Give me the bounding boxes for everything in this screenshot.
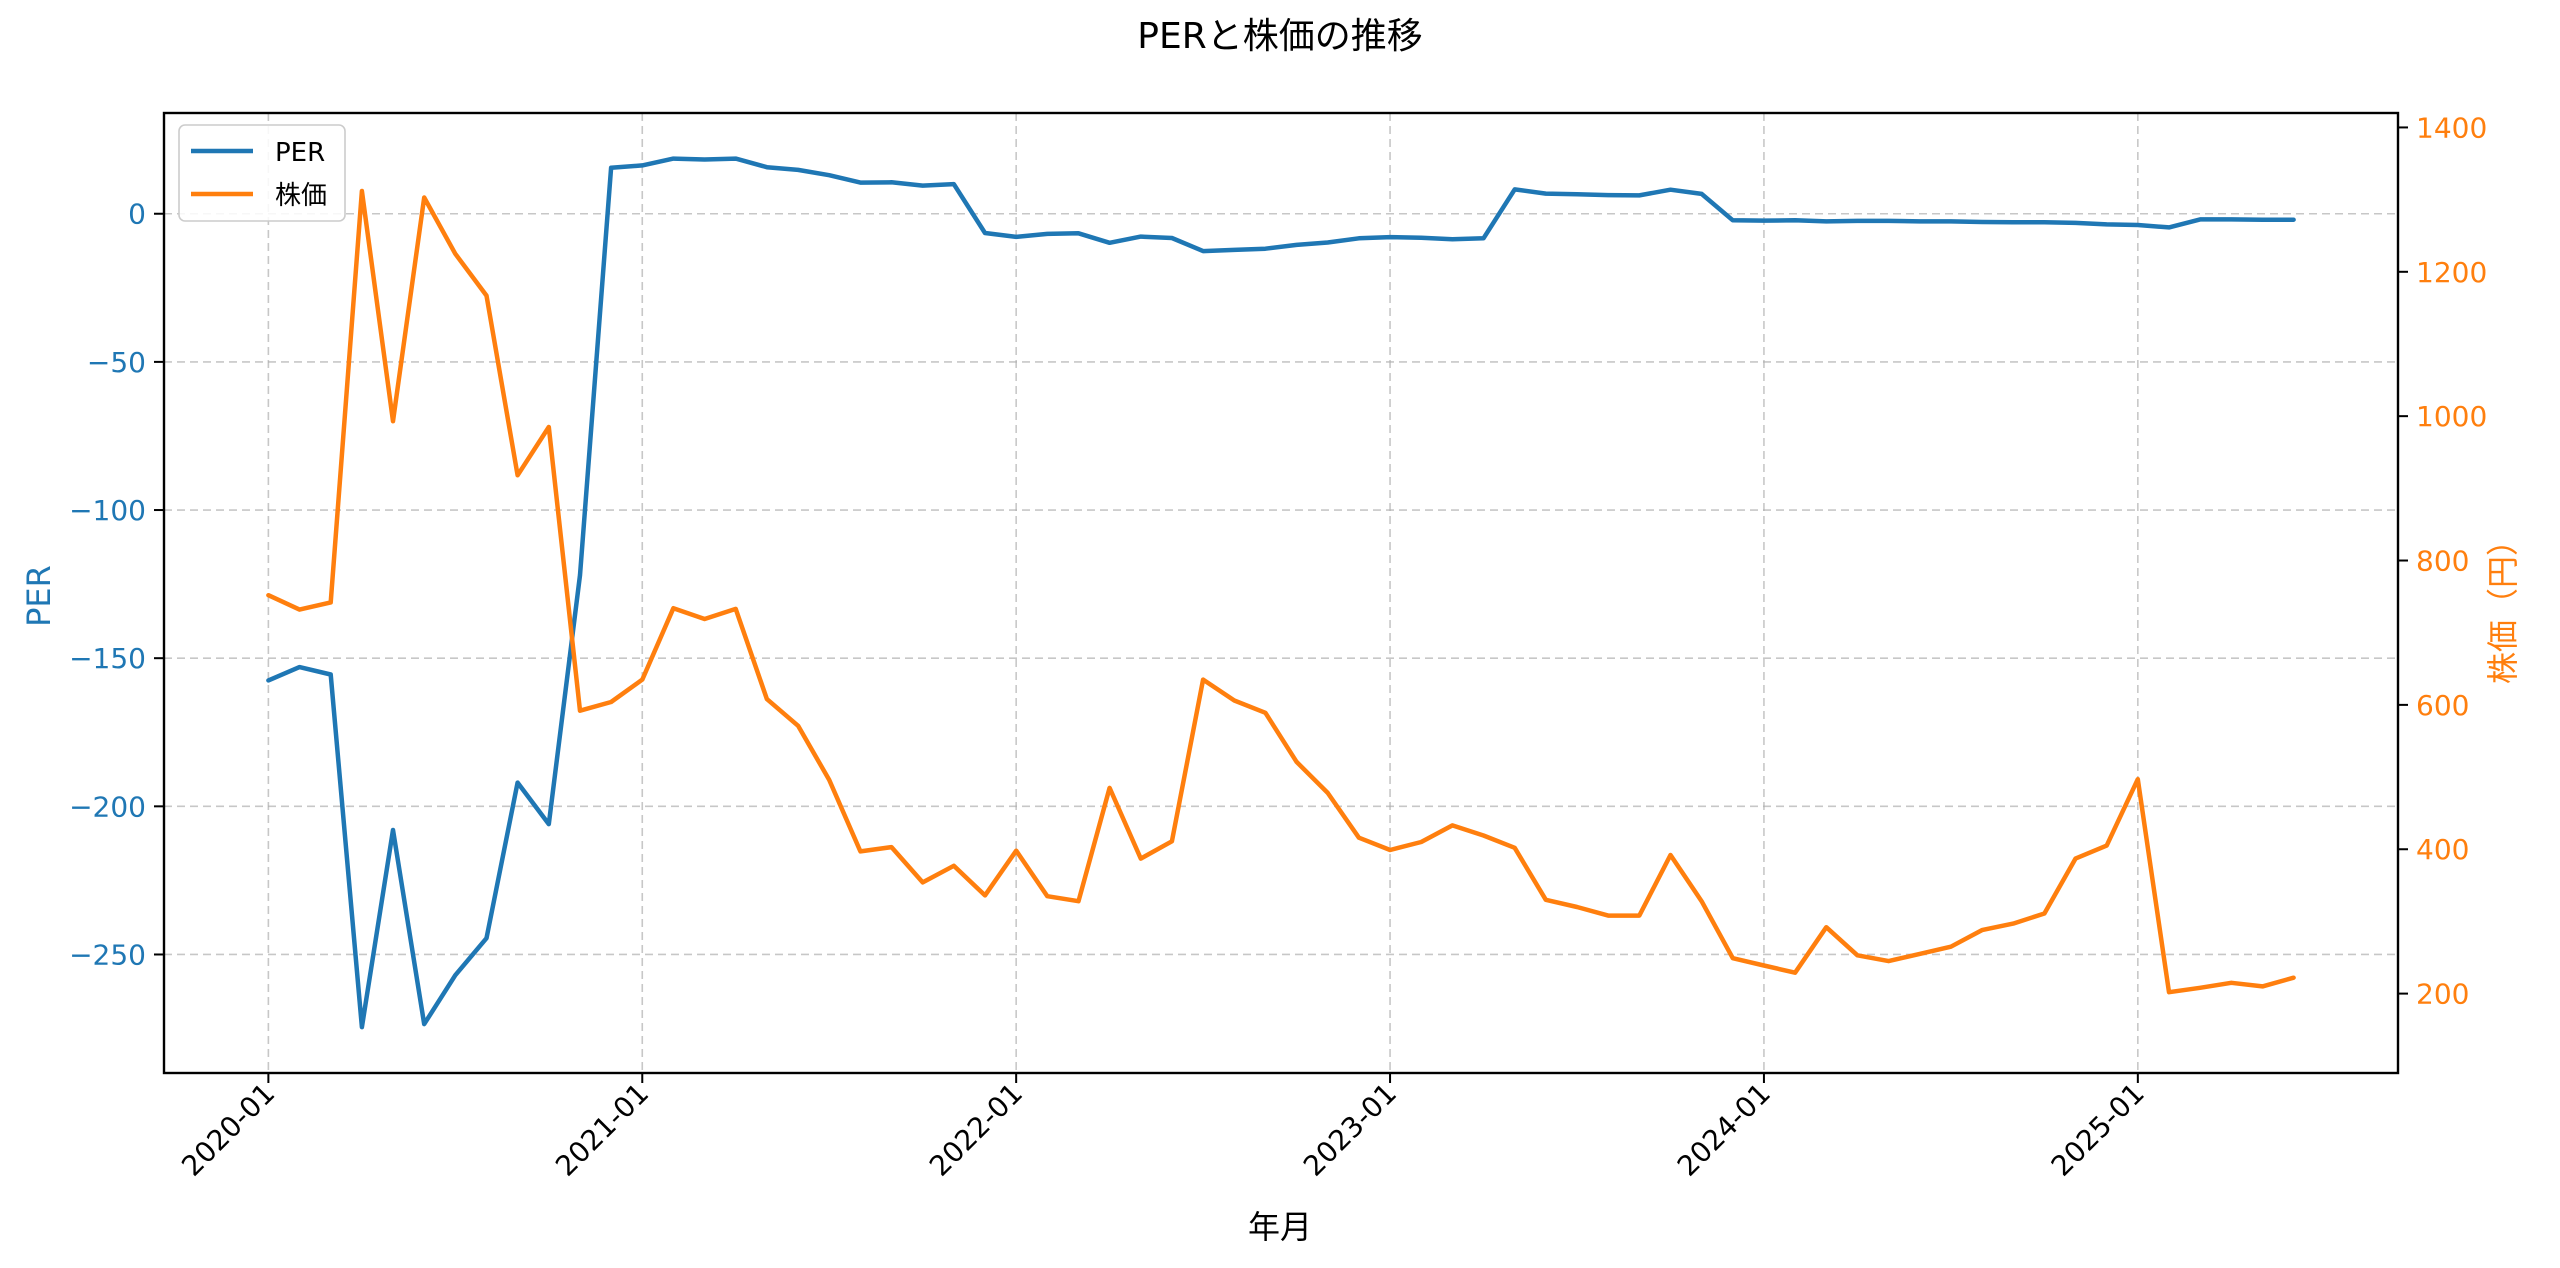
y-right-tick-label: 1200 xyxy=(2416,256,2487,289)
y-right-tick-label: 1400 xyxy=(2416,111,2487,144)
y-right-tick-label: 800 xyxy=(2416,545,2469,578)
x-tick-label: 2022-01 xyxy=(923,1077,1029,1183)
y-left-tick-label: 0 xyxy=(128,198,146,231)
y-left-tick-label: −150 xyxy=(69,642,146,675)
legend: PER 株価 xyxy=(178,124,346,222)
series-line-price xyxy=(266,188,2296,995)
chart-title: PERと株価の推移 xyxy=(1137,16,1422,57)
y-right-tick-label: 200 xyxy=(2416,978,2469,1011)
y-right-tick-label: 400 xyxy=(2416,833,2469,866)
legend-label-per: PER xyxy=(275,138,325,168)
x-tick-label: 2025-01 xyxy=(2045,1077,2151,1183)
series-lines xyxy=(266,156,2296,1030)
x-tick-label: 2021-01 xyxy=(549,1077,655,1183)
y-left-tick-label: −100 xyxy=(69,494,146,527)
plot-area-frame xyxy=(162,111,2400,1075)
x-axis-label: 年月 xyxy=(1248,1208,1312,1246)
series-line-per xyxy=(266,156,2296,1030)
y-axis-right-label: 株価（円） xyxy=(2484,524,2522,684)
y-axis-right: 200 400 600 800 1000 1200 1400 xyxy=(2398,111,2487,1011)
x-tick-label: 2024-01 xyxy=(1671,1077,1777,1183)
gridlines xyxy=(164,113,2398,1073)
y-right-tick-label: 600 xyxy=(2416,689,2469,722)
y-left-tick-label: −50 xyxy=(87,346,146,379)
x-axis: 2020-01 2021-01 2022-01 2023-01 2024-01 2025-… xyxy=(175,1073,2151,1183)
y-axis-left-label: PER xyxy=(20,565,58,627)
legend-label-price: 株価 xyxy=(275,181,327,211)
x-tick-label: 2020-01 xyxy=(175,1077,281,1183)
y-left-tick-label: −250 xyxy=(69,938,146,971)
y-axis-left: 0 −50 −100 −150 −200 −250 xyxy=(69,198,164,971)
x-tick-label: 2023-01 xyxy=(1297,1077,1403,1183)
y-right-tick-label: 1000 xyxy=(2416,400,2487,433)
y-left-tick-label: −200 xyxy=(69,790,146,823)
